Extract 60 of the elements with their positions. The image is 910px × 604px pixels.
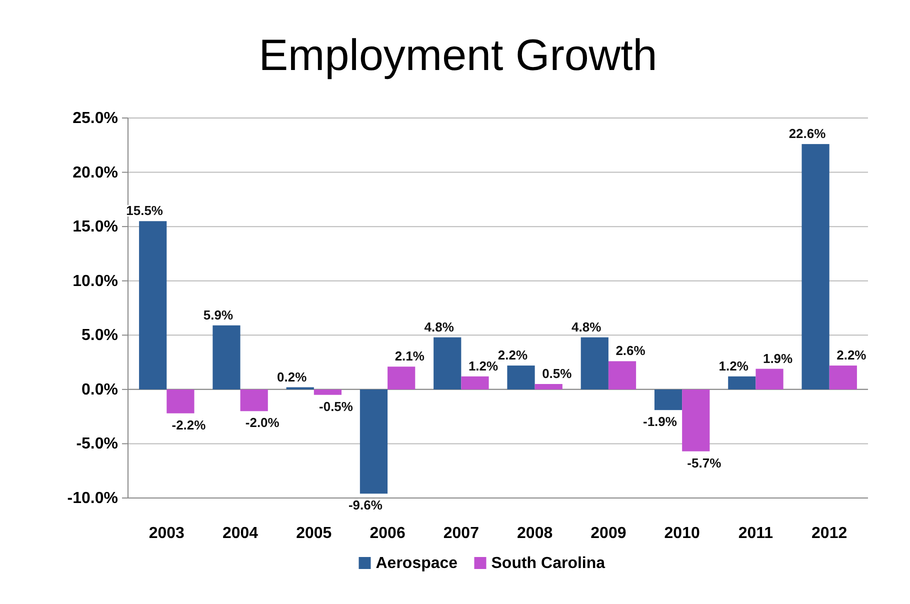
- y-tick-label: -10.0%: [67, 490, 118, 507]
- bar: [212, 325, 240, 390]
- data-label: -2.2%: [172, 417, 206, 432]
- x-tick-label: 2007: [443, 525, 480, 542]
- bar: [166, 389, 194, 414]
- data-label: 1.2%: [718, 358, 749, 374]
- data-label: 1.2%: [468, 358, 499, 374]
- bar: [534, 384, 562, 390]
- data-label: 5.9%: [203, 307, 234, 322]
- y-tick-label: 15.0%: [72, 218, 118, 236]
- x-tick-label: 2012: [812, 525, 848, 542]
- bar: [728, 376, 756, 390]
- y-tick-label: 20.0%: [72, 164, 118, 182]
- y-tick-label: 5.0%: [82, 327, 118, 344]
- bar: [580, 337, 608, 390]
- bar: [388, 366, 416, 390]
- x-tick-label: 2011: [738, 525, 774, 542]
- bar: [608, 361, 636, 390]
- data-label: 15.5%: [126, 203, 164, 218]
- y-tick-label: -5.0%: [76, 436, 118, 453]
- data-label: 0.5%: [542, 366, 572, 381]
- bar: [682, 389, 710, 452]
- bar: [240, 389, 268, 412]
- data-label: 4.8%: [572, 319, 602, 334]
- x-tick-label: 2010: [664, 525, 700, 542]
- bar: [139, 221, 167, 390]
- bar: [434, 337, 462, 390]
- data-label: -2.0%: [245, 415, 280, 430]
- x-tick-label: 2008: [517, 525, 553, 542]
- bar: [802, 144, 830, 390]
- chart-title: Employment Growth: [258, 31, 658, 80]
- x-tick-label: 2005: [296, 525, 332, 542]
- data-label: -5.7%: [687, 455, 722, 470]
- data-label: 2.2%: [498, 348, 528, 363]
- bar: [756, 368, 784, 390]
- y-tick-label: 0.0%: [82, 381, 118, 398]
- data-label: 2.1%: [394, 348, 425, 364]
- data-label: 4.8%: [424, 319, 454, 334]
- x-tick-label: 2009: [590, 525, 626, 542]
- bar: [360, 389, 388, 494]
- data-label: 22.6%: [788, 126, 826, 142]
- legend-label: South Carolina: [491, 555, 606, 572]
- bar: [654, 389, 682, 410]
- bar: [314, 389, 342, 395]
- y-tick-label: 25.0%: [72, 110, 118, 127]
- legend-label: Aerospace: [376, 555, 458, 572]
- x-tick-label: 2004: [222, 525, 258, 542]
- x-tick-label: 2003: [148, 525, 185, 542]
- bar: [507, 366, 535, 390]
- data-label: 0.2%: [277, 369, 308, 384]
- data-label: -0.5%: [319, 398, 354, 414]
- data-label: 1.9%: [762, 350, 794, 366]
- data-label: 2.2%: [836, 348, 867, 363]
- x-tick-label: 2006: [370, 525, 406, 542]
- data-label: 2.6%: [616, 343, 646, 358]
- bar: [461, 376, 489, 390]
- data-label: -1.9%: [643, 414, 678, 430]
- bar: [829, 366, 857, 390]
- data-label: -9.6%: [348, 498, 383, 513]
- y-tick-label: 10.0%: [72, 272, 118, 290]
